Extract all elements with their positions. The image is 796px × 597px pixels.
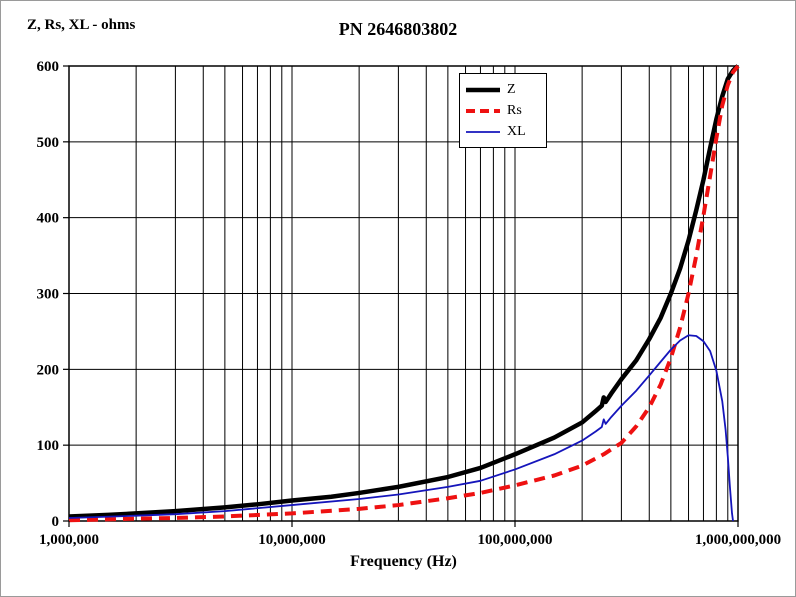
axis-ticks: 0 100 200 300 400 500 600 1,000,000 10,000,000 10… — [37, 59, 782, 548]
legend-label: XL — [507, 123, 526, 139]
y-tick-label: 400 — [37, 211, 60, 227]
legend-line-sample — [466, 87, 500, 92]
x-tick-label: 10,000,000 — [258, 532, 326, 548]
legend-item-XL: XL — [466, 121, 538, 142]
legend-item-Z: Z — [466, 79, 538, 100]
y-tick-label: 100 — [37, 438, 60, 454]
y-tick-label: 0 — [52, 514, 60, 530]
x-tick-label: 1,000,000 — [39, 532, 99, 548]
y-tick-label: 300 — [37, 287, 60, 303]
x-axis-title: Frequency (Hz) — [350, 553, 457, 570]
legend-item-Rs: Rs — [466, 100, 538, 121]
y-axis-title: Z, Rs, XL - ohms — [27, 17, 136, 33]
y-tick-label: 600 — [37, 59, 60, 75]
series-Rs — [68, 64, 740, 523]
series-XL — [68, 334, 734, 522]
y-tick-label: 200 — [37, 362, 60, 378]
x-tick-label: 100,000,000 — [478, 532, 553, 548]
legend: Z Rs XL — [459, 73, 547, 148]
y-tick-label: 500 — [37, 135, 60, 151]
legend-label: Rs — [507, 102, 522, 118]
x-tick-label: 1,000,000,000 — [695, 532, 781, 548]
legend-label: Z — [507, 81, 516, 97]
chart-title: PN 2646803802 — [338, 19, 458, 39]
legend-line-sample — [466, 130, 500, 133]
legend-line-sample — [466, 108, 500, 113]
gridlines — [68, 65, 739, 522]
series-Z — [68, 64, 740, 519]
